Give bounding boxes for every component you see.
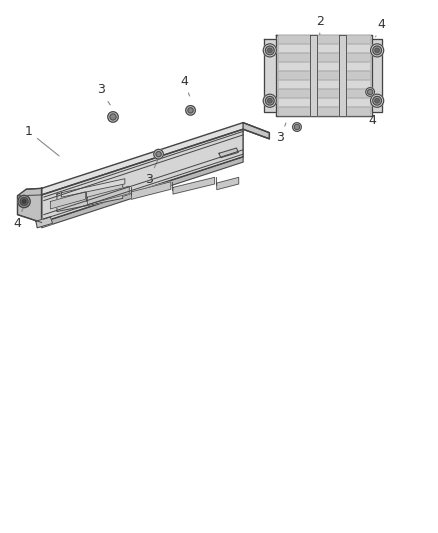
Polygon shape <box>278 89 370 96</box>
Polygon shape <box>219 148 238 158</box>
Circle shape <box>263 44 276 57</box>
Text: 3: 3 <box>97 83 110 105</box>
Polygon shape <box>217 177 239 190</box>
Circle shape <box>268 48 272 53</box>
Circle shape <box>20 198 28 205</box>
Text: 4: 4 <box>375 18 385 37</box>
Polygon shape <box>278 71 370 79</box>
Polygon shape <box>278 98 370 106</box>
Circle shape <box>268 99 272 103</box>
Text: 4: 4 <box>14 202 25 230</box>
Polygon shape <box>57 181 123 212</box>
Polygon shape <box>278 53 370 61</box>
Circle shape <box>371 44 384 57</box>
Text: 3: 3 <box>145 158 159 186</box>
Text: 4: 4 <box>367 106 376 127</box>
Circle shape <box>263 94 276 107</box>
Polygon shape <box>42 157 243 228</box>
Polygon shape <box>278 44 370 52</box>
Circle shape <box>375 99 379 103</box>
Polygon shape <box>61 179 125 197</box>
Polygon shape <box>173 177 215 194</box>
Polygon shape <box>18 188 42 222</box>
Circle shape <box>371 94 384 107</box>
Circle shape <box>156 151 161 157</box>
Polygon shape <box>264 39 276 112</box>
Polygon shape <box>278 35 370 43</box>
Polygon shape <box>243 123 269 139</box>
Polygon shape <box>310 35 318 116</box>
Circle shape <box>373 96 381 105</box>
Circle shape <box>154 149 163 159</box>
Circle shape <box>108 112 118 122</box>
Circle shape <box>373 46 381 55</box>
Polygon shape <box>278 80 370 88</box>
Circle shape <box>18 196 30 208</box>
Circle shape <box>293 123 301 132</box>
Circle shape <box>375 48 379 53</box>
Polygon shape <box>278 107 370 115</box>
Circle shape <box>265 46 274 55</box>
Polygon shape <box>42 123 269 195</box>
Polygon shape <box>88 186 129 205</box>
Circle shape <box>265 96 274 105</box>
Text: 4: 4 <box>180 75 190 96</box>
Text: 3: 3 <box>276 123 286 144</box>
Polygon shape <box>36 217 53 228</box>
Text: 1: 1 <box>25 125 59 156</box>
Circle shape <box>188 108 193 113</box>
Circle shape <box>294 124 300 130</box>
Polygon shape <box>276 35 372 116</box>
Circle shape <box>110 114 116 120</box>
Circle shape <box>366 87 374 96</box>
Polygon shape <box>278 62 370 70</box>
Circle shape <box>22 200 26 203</box>
Text: 2: 2 <box>316 14 324 39</box>
Polygon shape <box>50 192 85 209</box>
Polygon shape <box>42 129 243 222</box>
Polygon shape <box>339 35 346 116</box>
Polygon shape <box>372 39 382 112</box>
Polygon shape <box>131 182 171 199</box>
Circle shape <box>367 90 373 95</box>
Circle shape <box>186 106 195 115</box>
